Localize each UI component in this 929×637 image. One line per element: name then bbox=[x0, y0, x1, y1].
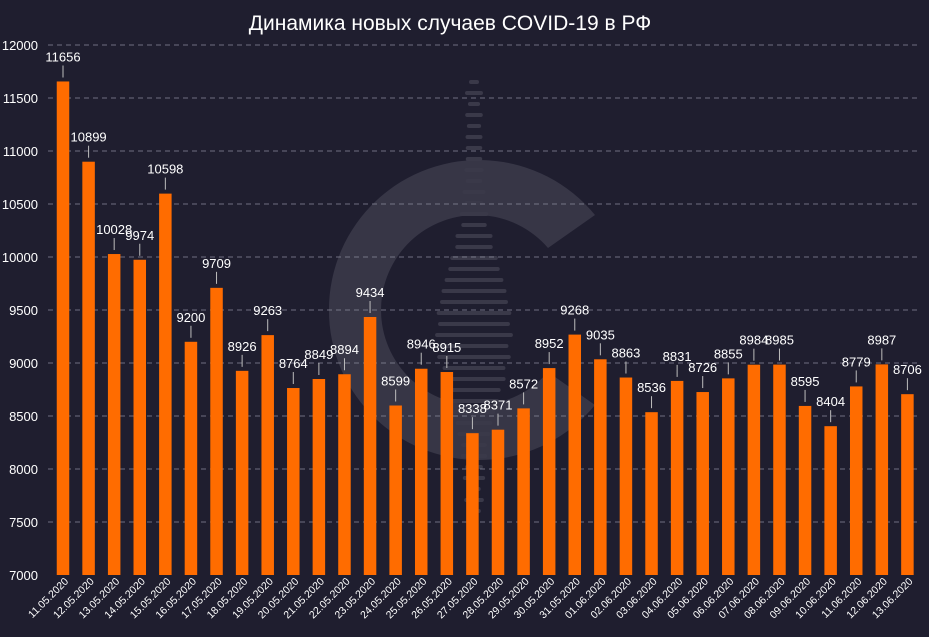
y-tick-label: 11000 bbox=[3, 144, 38, 159]
bar bbox=[56, 81, 70, 576]
data-label: 10028 bbox=[96, 222, 132, 237]
data-label: 11656 bbox=[45, 49, 80, 64]
y-tick-label: 9500 bbox=[9, 303, 38, 318]
data-label: 8338 bbox=[458, 401, 487, 416]
y-tick-label: 7000 bbox=[9, 568, 38, 583]
y-axis: 7000 7500 8000 8500 9000 9500 10000 10500 11000 1… bbox=[2, 38, 38, 583]
c-logo-watermark-icon bbox=[328, 80, 595, 513]
bar bbox=[440, 372, 454, 575]
bar bbox=[875, 364, 889, 575]
data-label: 8726 bbox=[688, 360, 717, 375]
data-label: 8572 bbox=[509, 376, 538, 391]
data-label: 9200 bbox=[176, 310, 205, 325]
chart-title: Динамика новых случаев COVID-19 в РФ bbox=[249, 12, 651, 35]
data-label: 8599 bbox=[381, 374, 410, 389]
data-label: 9035 bbox=[586, 327, 615, 342]
bar bbox=[210, 287, 223, 575]
bar bbox=[849, 386, 863, 575]
data-label: 9434 bbox=[356, 285, 385, 300]
data-label: 8706 bbox=[893, 362, 922, 377]
data-label: 10598 bbox=[147, 162, 183, 177]
data-label: 8849 bbox=[304, 347, 333, 362]
y-tick-label: 10000 bbox=[2, 250, 38, 265]
bar bbox=[466, 433, 479, 575]
x-axis: 11.05.202012.05.202013.05.202014.05.2020… bbox=[26, 576, 916, 622]
bar bbox=[184, 341, 198, 575]
data-label: 8855 bbox=[714, 346, 743, 361]
bars bbox=[56, 81, 914, 576]
data-label: 8404 bbox=[816, 394, 845, 409]
bar bbox=[389, 405, 402, 575]
data-label: 8831 bbox=[663, 349, 692, 364]
data-label: 8984 bbox=[739, 333, 768, 348]
bar bbox=[491, 429, 505, 575]
bar bbox=[261, 335, 274, 575]
data-label: 8894 bbox=[330, 342, 359, 357]
bar bbox=[696, 392, 709, 575]
bar bbox=[312, 379, 326, 575]
data-label: 8915 bbox=[432, 340, 461, 355]
y-tick-label: 11500 bbox=[3, 91, 38, 106]
bar bbox=[542, 368, 556, 575]
data-label: 8764 bbox=[279, 356, 308, 371]
data-label: 8926 bbox=[228, 339, 257, 354]
data-label: 9268 bbox=[560, 303, 589, 318]
bar bbox=[414, 368, 428, 575]
bar bbox=[670, 380, 684, 575]
data-label: 9974 bbox=[125, 228, 154, 243]
y-tick-label: 8500 bbox=[9, 409, 38, 424]
bar bbox=[824, 426, 837, 575]
data-label: 8371 bbox=[484, 398, 513, 413]
bar bbox=[619, 377, 633, 575]
y-tick-label: 9000 bbox=[9, 356, 38, 371]
data-label: 8985 bbox=[765, 333, 794, 348]
grid-lines bbox=[48, 44, 918, 523]
data-label: 8863 bbox=[611, 346, 640, 361]
bar bbox=[338, 374, 351, 575]
data-label: 8952 bbox=[535, 336, 564, 351]
bar bbox=[82, 161, 95, 575]
data-label: 9709 bbox=[202, 256, 231, 271]
bar bbox=[568, 334, 582, 575]
data-label: 8946 bbox=[407, 337, 436, 352]
y-tick-label: 7500 bbox=[9, 515, 38, 530]
bar bbox=[287, 388, 300, 575]
data-label: 9263 bbox=[253, 303, 282, 318]
y-tick-label: 10500 bbox=[2, 197, 38, 212]
data-label: 8536 bbox=[637, 380, 666, 395]
bar bbox=[747, 364, 761, 575]
data-label: 8987 bbox=[867, 332, 896, 347]
bar bbox=[159, 193, 172, 575]
bar bbox=[107, 254, 121, 576]
data-label: 10899 bbox=[71, 130, 107, 145]
bar bbox=[798, 405, 812, 575]
bar bbox=[645, 412, 658, 575]
bar bbox=[773, 364, 786, 575]
bar bbox=[133, 259, 147, 575]
data-label: 8779 bbox=[842, 354, 871, 369]
bar bbox=[517, 408, 530, 575]
bar bbox=[722, 378, 735, 575]
bar bbox=[594, 359, 607, 575]
bar bbox=[901, 394, 914, 575]
bar bbox=[363, 316, 377, 575]
data-label: 8595 bbox=[791, 374, 820, 389]
y-tick-label: 12000 bbox=[2, 38, 38, 53]
bar bbox=[235, 370, 249, 575]
y-tick-label: 8000 bbox=[9, 462, 38, 477]
